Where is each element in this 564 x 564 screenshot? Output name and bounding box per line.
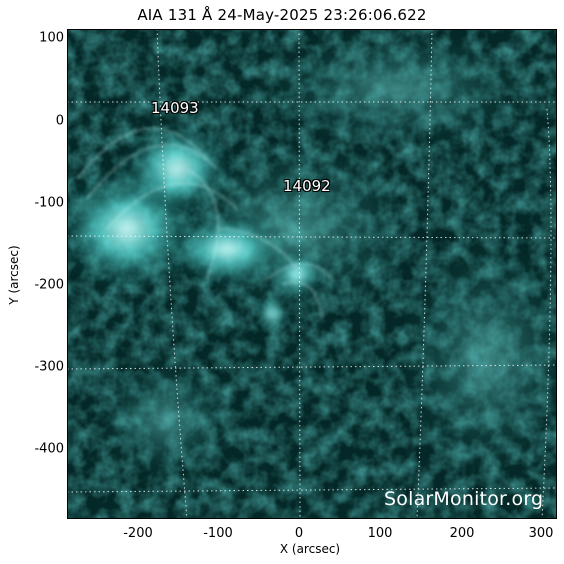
image-title: AIA 131 Å 24-May-2025 23:26:06.622: [137, 6, 427, 24]
x-tick: 300: [528, 526, 554, 541]
y-axis-label: Y (arcsec): [7, 245, 21, 305]
y-tick: -400: [34, 441, 64, 457]
x-tick: 100: [367, 526, 393, 541]
y-tick: -300: [34, 359, 64, 375]
y-tick: -100: [34, 195, 64, 211]
x-tick: -200: [123, 526, 153, 541]
y-tick: -200: [34, 277, 64, 293]
region-label-14092: 14092: [283, 177, 331, 195]
region-label-14093: 14093: [151, 99, 199, 117]
x-axis-label: X (arcsec): [279, 542, 341, 556]
y-tick: 0: [55, 113, 64, 129]
x-tick: -100: [203, 526, 233, 541]
solar-image: [67, 29, 557, 519]
x-tick: 200: [449, 526, 475, 541]
watermark-text: SolarMonitor.org: [384, 488, 544, 510]
x-tick: 0: [294, 526, 304, 541]
y-tick: 100: [39, 30, 64, 46]
